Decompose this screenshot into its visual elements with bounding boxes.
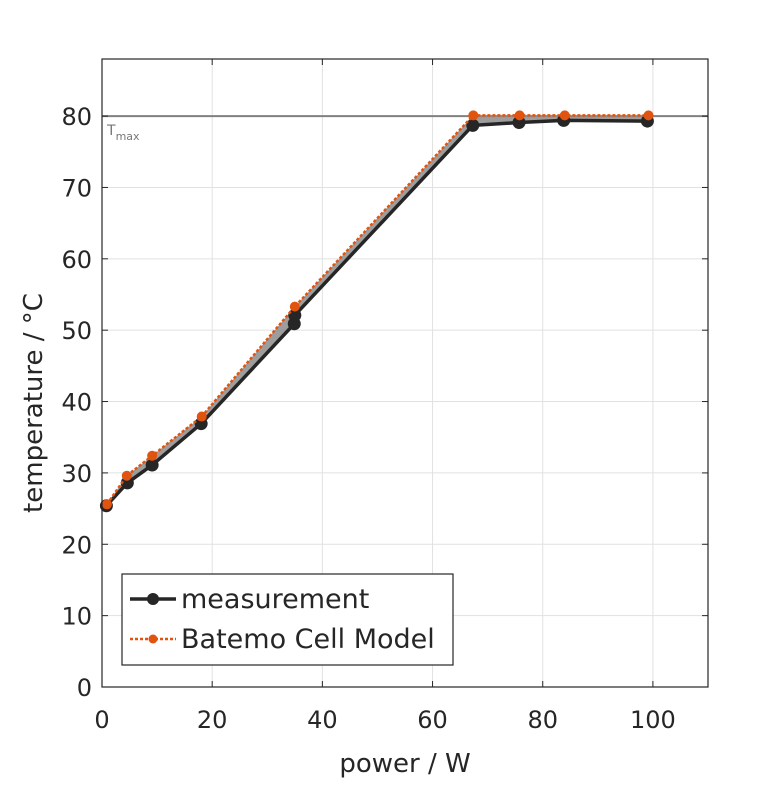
measurement-point bbox=[466, 118, 480, 132]
series-layer bbox=[99, 110, 654, 513]
y-tick-label: 70 bbox=[61, 174, 92, 202]
legend-measurement-marker bbox=[147, 593, 159, 605]
measurement-point bbox=[145, 458, 159, 472]
x-tick-label: 60 bbox=[417, 706, 448, 734]
x-tick-label: 100 bbox=[630, 706, 676, 734]
model-point bbox=[196, 411, 207, 422]
y-tick-label: 10 bbox=[61, 603, 92, 631]
x-tick-label: 0 bbox=[94, 706, 109, 734]
model-point bbox=[289, 301, 300, 312]
x-tick-label: 40 bbox=[307, 706, 338, 734]
tmax-label-subscript: max bbox=[116, 130, 140, 143]
tick-layer: 0 20 40 60 80 100 0 10 20 30 40 50 60 70 80 bbox=[61, 59, 708, 734]
model-point bbox=[514, 110, 525, 121]
y-tick-label: 40 bbox=[61, 389, 92, 417]
model-series-line bbox=[105, 114, 649, 506]
y-tick-label: 50 bbox=[61, 317, 92, 345]
model-point bbox=[643, 110, 654, 121]
legend-box bbox=[121, 573, 454, 666]
y-tick-label: 60 bbox=[61, 246, 92, 274]
model-point bbox=[468, 110, 479, 121]
y-tick-label: 0 bbox=[77, 674, 92, 702]
legend-measurement-label: measurement bbox=[181, 584, 369, 615]
model-point bbox=[101, 499, 112, 510]
model-point bbox=[147, 450, 158, 461]
legend-model-label: Batemo Cell Model bbox=[181, 624, 435, 655]
axes-box bbox=[101, 58, 709, 688]
legend: measurement Batemo Cell Model bbox=[121, 573, 454, 666]
y-tick-label: 30 bbox=[61, 460, 92, 488]
model-point bbox=[121, 470, 132, 481]
x-tick-label: 80 bbox=[527, 706, 558, 734]
x-axis-label: power / W bbox=[339, 749, 470, 779]
y-tick-label: 20 bbox=[61, 531, 92, 559]
legend-model-marker bbox=[148, 634, 158, 644]
model-point bbox=[559, 110, 570, 121]
x-tick-label: 20 bbox=[197, 706, 228, 734]
y-axis-label: temperature / °C bbox=[19, 293, 49, 513]
y-tick-label: 80 bbox=[61, 103, 92, 131]
